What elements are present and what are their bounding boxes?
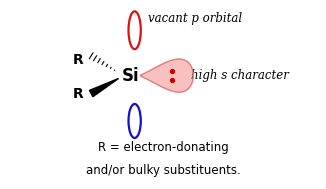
Text: Si: Si: [122, 67, 140, 85]
Ellipse shape: [128, 104, 141, 138]
Text: R = electron-donating: R = electron-donating: [97, 141, 229, 154]
Polygon shape: [140, 59, 193, 92]
Text: and/or bulky substituents.: and/or bulky substituents.: [86, 164, 240, 177]
Text: R: R: [73, 53, 84, 67]
Text: high s character: high s character: [191, 69, 289, 82]
Ellipse shape: [128, 11, 141, 49]
Text: R: R: [73, 88, 84, 101]
Polygon shape: [89, 78, 119, 97]
Text: vacant p orbital: vacant p orbital: [148, 12, 242, 25]
